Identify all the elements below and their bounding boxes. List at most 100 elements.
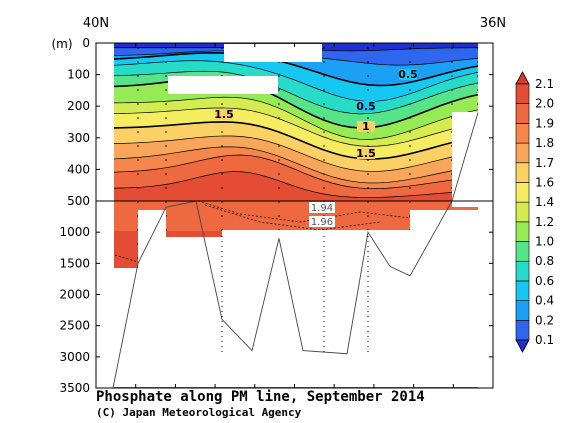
- station-dot: [451, 75, 453, 77]
- station-dot: [409, 159, 411, 161]
- colorbar-level-label: 1.9: [535, 116, 554, 130]
- colorbar-box: [515, 162, 530, 183]
- colorbar-level-label: 2.0: [535, 97, 554, 111]
- contour-line-8: [113, 107, 479, 147]
- station-dot: [278, 159, 280, 161]
- station-dot: [137, 187, 139, 189]
- colorbar-level-label: 0.1: [535, 333, 554, 347]
- colorbar-box: [515, 103, 530, 124]
- station-dot: [278, 103, 280, 105]
- station-dot: [367, 201, 369, 203]
- station-dot: [367, 117, 369, 119]
- colorbar-level-label: 0.4: [535, 294, 554, 308]
- contour-label-box: [309, 216, 335, 227]
- contour-line-7: [113, 96, 479, 140]
- station-dot: [221, 47, 223, 49]
- contour-line-5: [113, 70, 479, 115]
- contour-line-10: [113, 135, 479, 172]
- x-label-left: 40N: [83, 16, 109, 31]
- station-dot: [323, 61, 325, 63]
- station-dot: [137, 131, 139, 133]
- colorbar-level-label: 1.2: [535, 215, 554, 229]
- station-dot: [165, 201, 167, 203]
- colorbar-level-label: 0.6: [535, 274, 554, 288]
- station-dot: [409, 187, 411, 189]
- station-dot: [323, 173, 325, 175]
- colorbar-box: [515, 83, 530, 104]
- y-tick-label: 2500: [59, 319, 90, 333]
- station-dot: [409, 201, 411, 203]
- station-dot: [137, 173, 139, 175]
- station-dot: [278, 131, 280, 133]
- colorbar-box: [515, 260, 530, 282]
- y-tick-label: 0: [82, 36, 90, 50]
- station-dot: [137, 145, 139, 147]
- y-tick-label: 500: [67, 194, 90, 208]
- y-tick-label: 400: [67, 162, 90, 176]
- station-dot: [165, 89, 167, 91]
- colorbar-box: [515, 300, 530, 321]
- y-tick-label: 100: [67, 68, 90, 82]
- y-unit-label: (m): [51, 37, 72, 51]
- station-dot: [323, 89, 325, 91]
- station-dot: [451, 47, 453, 49]
- seafloor-profile: [112, 112, 479, 389]
- station-dot: [367, 89, 369, 91]
- contour-label: 1.94: [311, 203, 333, 214]
- axes: 0 100 200 300 400 500 1000 1500 2000 2500 3000 3500…: [51, 16, 506, 395]
- station-dot: [409, 117, 411, 119]
- station-dot: [165, 187, 167, 189]
- contour-label: 1.96: [311, 217, 333, 228]
- colorbar-box: [515, 123, 530, 144]
- station-dot: [323, 131, 325, 133]
- station-dot: [221, 215, 223, 217]
- deep-dashed-contour-2: [114, 254, 139, 263]
- station-dot: [137, 75, 139, 77]
- station-dot: [278, 75, 280, 77]
- y-tick-label: 200: [67, 99, 90, 113]
- station-dot: [451, 103, 453, 105]
- contour-line-3: [113, 52, 479, 87]
- colorbar-box: [515, 142, 530, 164]
- station-dot: [323, 103, 325, 105]
- y-tick-label: 300: [67, 131, 90, 145]
- y-tick-label: 1000: [59, 225, 90, 239]
- deep-dashed-contour-1: [204, 204, 381, 231]
- station-dot: [137, 201, 139, 203]
- station-dot: [278, 173, 280, 175]
- x-label-right: 36N: [480, 16, 506, 31]
- contour-label-box: [309, 202, 335, 213]
- y-tick-label: 3000: [59, 350, 90, 364]
- station-dot: [451, 89, 453, 91]
- colorbar-level-label: 1.0: [535, 235, 554, 249]
- station-dot: [137, 159, 139, 161]
- station-dot: [165, 145, 167, 147]
- y-tick-label: 3500: [59, 381, 90, 395]
- station-dot: [165, 61, 167, 63]
- station-dot: [451, 61, 453, 63]
- station-dot: [278, 201, 280, 203]
- colorbar-box: [515, 280, 530, 301]
- station-dot: [221, 103, 223, 105]
- station-dot: [278, 215, 280, 217]
- station-dot: [221, 159, 223, 161]
- chart-title: Phosphate along PM line, September 2014: [96, 389, 425, 405]
- station-dot: [137, 89, 139, 91]
- station-dot: [137, 61, 139, 63]
- contour-line-11: [113, 146, 479, 184]
- contour-label: 1.5: [214, 108, 234, 121]
- colorbar-box: [515, 182, 530, 203]
- nodata-upper: [168, 76, 278, 94]
- station-dot: [278, 117, 280, 119]
- station-dot: [221, 131, 223, 133]
- station-dot: [409, 131, 411, 133]
- contour-label-box: [357, 121, 375, 132]
- colorbar-level-label: 1.7: [535, 156, 554, 170]
- station-dot: [409, 103, 411, 105]
- contour-label: 1.5: [356, 147, 376, 160]
- station-dot: [221, 145, 223, 147]
- station-dot: [367, 145, 369, 147]
- station-dot: [165, 173, 167, 175]
- station-dot: [323, 187, 325, 189]
